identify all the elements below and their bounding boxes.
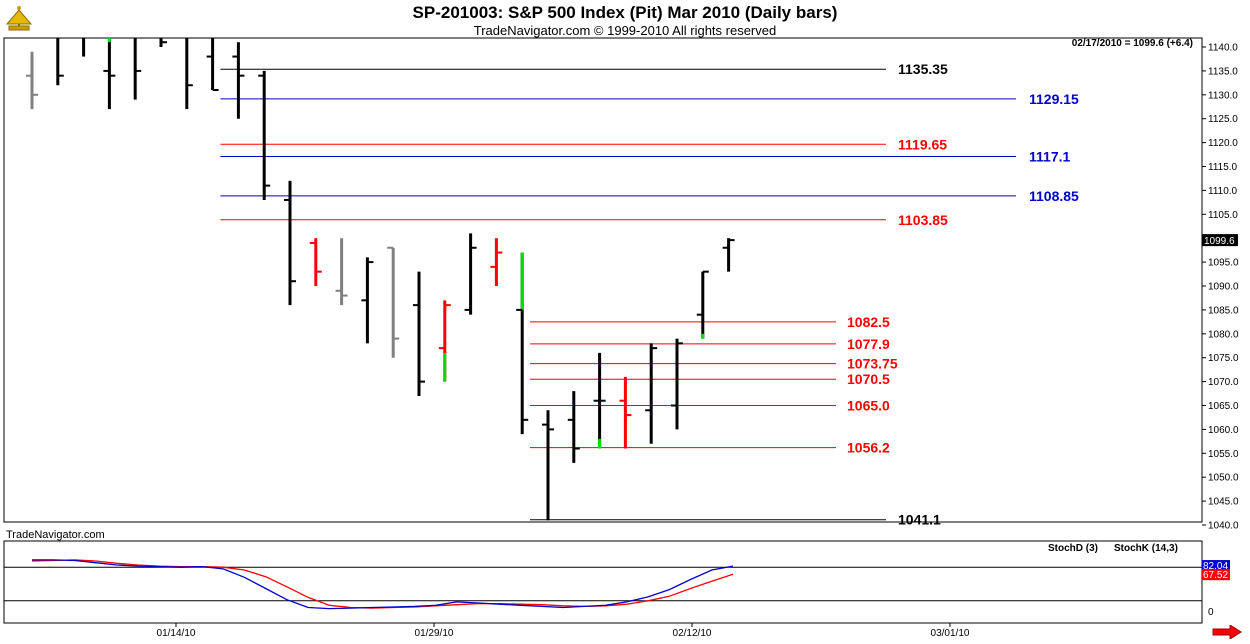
level-label: 1117.1: [1029, 148, 1070, 164]
price-tick-label: 1135.0: [1208, 66, 1238, 77]
stochk-value-tag: [1202, 560, 1230, 572]
price-tick-label: 1125.0: [1208, 114, 1238, 125]
price-tick-label: 1070.0: [1208, 377, 1239, 388]
level-label: 1082.5: [847, 314, 890, 330]
level-label: 1135.35: [898, 61, 948, 77]
level-label: 1056.2: [847, 440, 890, 456]
price-tick-label: 1050.0: [1208, 473, 1239, 484]
price-tick-label: 1120.0: [1208, 138, 1238, 149]
level-label: 1077.9: [847, 336, 890, 352]
stochk-label: StochK (14,3): [1114, 543, 1178, 554]
last-price-label: 1099.6: [1204, 236, 1235, 247]
stoch-zero-label: 0: [1208, 607, 1214, 618]
stochd-value-tag: [1202, 569, 1230, 581]
price-tick-label: 1115.0: [1208, 162, 1238, 173]
price-tick-label: 1045.0: [1208, 497, 1239, 508]
level-label: 1129.15: [1029, 91, 1079, 107]
level-label: 1108.85: [1029, 188, 1079, 204]
scroll-right-arrow-icon[interactable]: [1212, 624, 1242, 640]
stochd-value: 67.52: [1203, 570, 1228, 581]
level-label: 1073.75: [847, 356, 898, 372]
price-tick-label: 1075.0: [1208, 353, 1239, 364]
price-tick-label: 1055.0: [1208, 449, 1239, 460]
price-tick-label: 1090.0: [1208, 282, 1239, 293]
price-tick-label: 1110.0: [1208, 186, 1238, 197]
date-tick-label: 03/01/10: [931, 628, 970, 639]
ohlc-bars: [26, 38, 735, 521]
level-label: 1103.85: [898, 212, 948, 228]
chart-title: SP-201003: S&P 500 Index (Pit) Mar 2010 …: [412, 3, 838, 22]
level-label: 1041.1: [898, 512, 941, 528]
date-tick-label: 01/14/10: [157, 628, 196, 639]
price-tick-label: 1065.0: [1208, 401, 1239, 412]
level-label: 1070.5: [847, 371, 890, 387]
price-tick-label: 1105.0: [1208, 210, 1238, 221]
price-tick-label: 1040.0: [1208, 521, 1239, 532]
price-panel-frame: [3, 37, 1203, 523]
stochk-value: 82.04: [1203, 561, 1228, 572]
chart-subtitle: TradeNavigator.com © 1999-2010 All right…: [473, 23, 777, 38]
price-tick-label: 1085.0: [1208, 305, 1239, 316]
price-tick-label: 1095.0: [1208, 258, 1239, 269]
level-label: 1119.65: [898, 136, 947, 152]
stochk-line: [32, 559, 734, 610]
level-label: 1065.0: [847, 398, 890, 414]
footer-brand: TradeNavigator.com: [6, 529, 105, 541]
date-tick-label: 01/29/10: [415, 628, 454, 639]
price-tick-label: 1130.0: [1208, 90, 1238, 101]
last-quote: 02/17/2010 = 1099.6 (+6.4): [1071, 38, 1193, 49]
date-tick-label: 02/12/10: [673, 628, 712, 639]
last-price-tag: [1202, 234, 1238, 247]
tradenavigator-logo-icon: [3, 4, 35, 36]
stochd-label: StochD (3): [1048, 543, 1098, 554]
price-tick-label: 1140.0: [1208, 43, 1238, 54]
price-tick-label: 1060.0: [1208, 425, 1239, 436]
price-tick-label: 1080.0: [1208, 329, 1239, 340]
level-lines: [220, 68, 1016, 521]
indicator-panel-frame: [3, 540, 1203, 624]
